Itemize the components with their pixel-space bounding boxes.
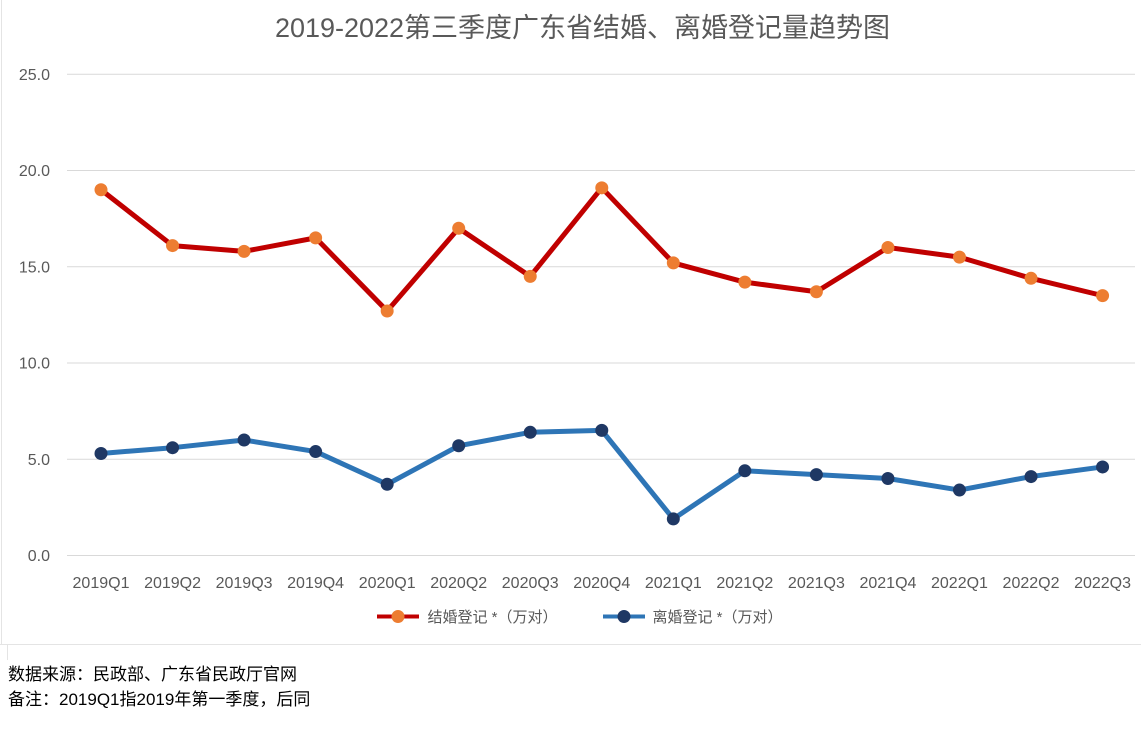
marriage-series-point [595,181,609,195]
divorce-series-point [237,433,251,447]
divorce-series-point [94,446,108,460]
legend-label-marriage: 结婚登记 *（万对） [427,609,558,626]
marriage-series-line [99,185,1104,314]
y-tick-label: 0.0 [28,548,50,565]
divorce-series-point [595,423,609,437]
divorce-series-point [1096,460,1110,474]
marriage-series-point [738,275,752,289]
remark-note: 备注：2019Q1指2019年第一季度，后同 [8,690,311,709]
divorce-series-point [380,477,394,491]
marriage-series-point [166,239,180,253]
x-tick-label: 2020Q4 [573,575,630,592]
y-tick-label: 10.0 [19,356,50,373]
divorce-series-point [309,445,323,459]
x-tick-label: 2019Q1 [73,575,130,592]
divorce-series-point [952,483,966,497]
chart-legend: 结婚登记 *（万对） 离婚登记 *（万对） [0,606,1141,627]
x-tick-label: 2022Q2 [1003,575,1060,592]
divorce-legend-swatch-icon [602,610,645,623]
x-tick-label: 2022Q3 [1074,575,1131,592]
x-tick-label: 2022Q1 [931,575,988,592]
marriage-series-point [952,250,966,264]
legend-label-divorce: 离婚登记 *（万对） [652,609,783,626]
marriage-series-point [1096,289,1110,303]
marriage-series [94,181,1110,318]
x-tick-label: 2019Q4 [287,575,344,592]
marriage-series-point [523,269,537,283]
marriage-series-point [309,231,323,245]
marriage-series-point [666,256,680,270]
chart-title: 2019-2022第三季度广东省结婚、离婚登记量趋势图 [274,13,891,43]
x-tick-label: 2021Q2 [716,575,773,592]
legend-item-marriage: 结婚登记 *（万对） [376,606,558,627]
marriage-series-point [809,285,823,299]
data-source-note: 数据来源：民政部、广东省民政厅官网 [8,665,297,684]
divorce-series-point [881,472,895,485]
x-tick-label: 2019Q3 [216,575,273,592]
legend-item-divorce: 离婚登记 *（万对） [602,606,783,627]
x-tick-label: 2019Q2 [144,575,201,592]
x-tick-label: 2021Q3 [788,575,845,592]
marriage-series-point [237,244,251,258]
x-tick-label: 2020Q3 [502,575,559,592]
marriage-series-point [881,241,895,254]
y-tick-label: 20.0 [19,163,50,180]
divorce-series [94,423,1110,526]
marriage-series-point [380,304,394,318]
divorce-series-point [523,425,537,439]
y-tick-label: 25.0 [19,67,50,84]
divorce-series-point [809,468,823,482]
x-axis-labels: 2019Q1 2019Q2 2019Q3 2019Q4 2020Q1 2020Q2 2020… [73,575,1132,592]
marriage-legend-swatch-icon [377,610,420,623]
footer-notes: 数据来源：民政部、广东省民政厅官网 备注：2019Q1指2019年第一季度，后同 [8,662,310,712]
y-tick-label: 5.0 [28,452,50,469]
divorce-series-point [166,441,180,455]
divorce-series-point [1024,470,1038,484]
marriage-series-point [1024,271,1038,285]
divorce-series-point [738,464,752,478]
x-tick-label: 2021Q1 [645,575,702,592]
x-tick-label: 2021Q4 [859,575,916,592]
divorce-series-line [100,427,1103,522]
y-tick-label: 15.0 [19,259,50,276]
x-tick-label: 2020Q2 [430,575,487,592]
gridlines [67,73,1135,556]
divorce-series-point [666,512,680,526]
x-tick-label: 2020Q1 [359,575,416,592]
y-axis-labels: 0.0 5.0 10.0 15.0 20.0 25.0 [19,67,50,565]
marriage-series-point [452,221,466,235]
marriage-series-point [94,183,108,197]
divorce-series-point [452,439,466,453]
